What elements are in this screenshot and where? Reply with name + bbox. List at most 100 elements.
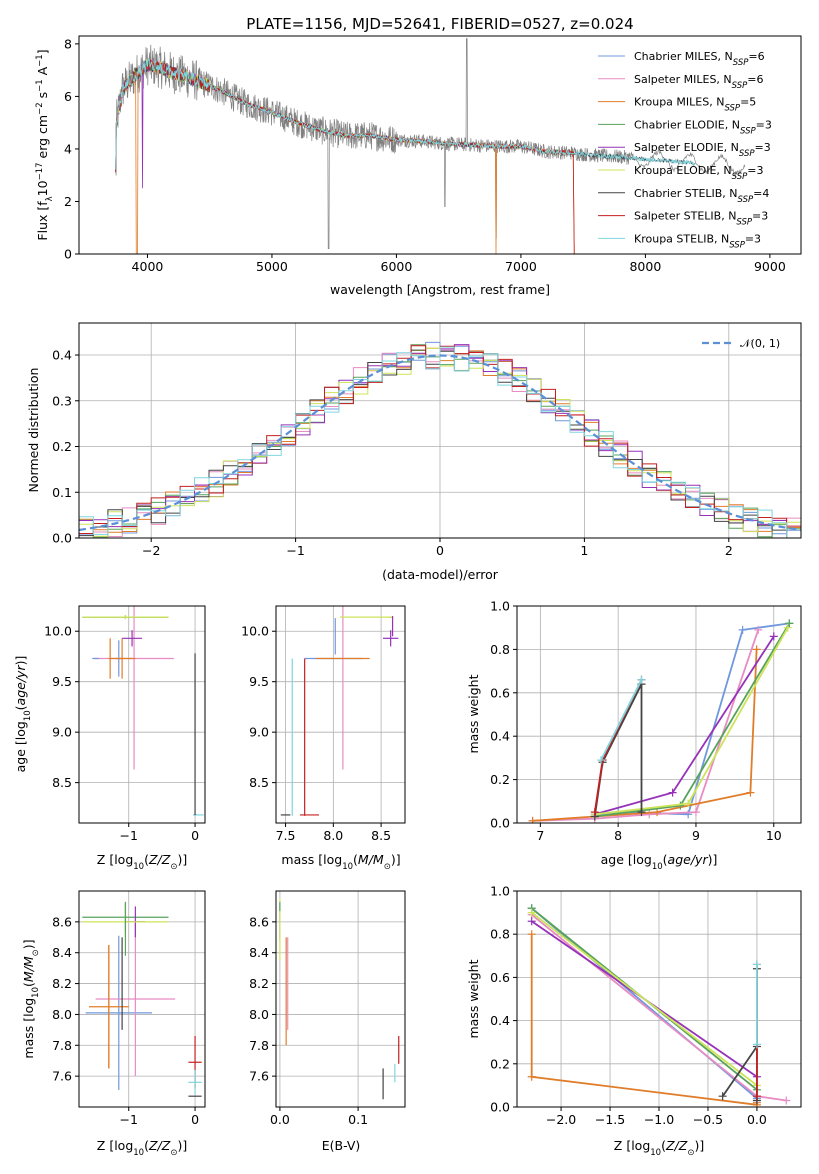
text-span: Kroupa MILES, N <box>634 96 724 109</box>
y-tick-label: 7.8 <box>52 1038 72 1053</box>
massweight-vs-age-marker-kroupa_stelib <box>597 756 606 765</box>
text-span: M/M <box>21 956 36 982</box>
y-tick-label: 10.0 <box>241 624 269 639</box>
x-tick-label: 0.0 <box>747 1112 767 1127</box>
spectrum-title: PLATE=1156, MJD=52641, FIBERID=0527, z=0… <box>246 15 633 33</box>
y-tick-label: 0.0 <box>490 1100 510 1115</box>
y-tick-label: 8.6 <box>52 914 72 929</box>
x-tick-label: 0.0 <box>270 1112 290 1127</box>
text-span: =3 <box>755 141 771 154</box>
x-tick-label: −1.5 <box>595 1112 625 1127</box>
text-span: SSP <box>739 149 755 159</box>
y-tick-label: 2 <box>64 194 72 209</box>
massweight-vs-age-marker-kroupa_elodie <box>783 623 792 632</box>
text-span: 10 <box>23 710 33 721</box>
text-span: )] <box>694 1138 704 1153</box>
y-tick-label: 0.1 <box>52 485 72 500</box>
model-spectrum-chabrier_stelib <box>115 59 696 171</box>
y-tick-label: 7.8 <box>249 1038 269 1053</box>
y-tick-label: 0.4 <box>490 729 510 744</box>
spectrum-axes-frame <box>78 35 802 255</box>
y-tick-label: 8.0 <box>52 1007 72 1022</box>
text-span: SSP <box>738 195 754 205</box>
x-tick-label: 8 <box>614 828 622 843</box>
x-tick-label: 9 <box>692 828 700 843</box>
massweight-vs-Z-marker-salpeter_stelib <box>752 1092 761 1101</box>
y-tick-label: 10.0 <box>44 624 72 639</box>
text-span: Chabrier STELIB, N <box>634 187 738 200</box>
legend-label-chabrier_elodie: Chabrier ELODIE, NSSP=3 <box>634 118 772 136</box>
model-spectrum-salpeter_stelib <box>115 59 575 254</box>
text-span: Z/Z <box>148 1138 171 1153</box>
massweight-vs-age-marker-salpeter_miles <box>754 625 763 634</box>
x-tick-label: 4000 <box>132 259 164 274</box>
legend-label-kroupa_miles: Kroupa MILES, NSSP=5 <box>634 96 756 114</box>
massweight-vs-Z-marker-salpeter_elodie <box>527 917 536 926</box>
text-span: −1 <box>35 79 45 92</box>
text-span: )] <box>177 852 187 867</box>
text-span: age [log <box>13 721 28 772</box>
text-span: age/yr <box>668 852 709 867</box>
massweight-vs-Z-marker-kroupa_elodie <box>527 908 536 917</box>
text-span: ] <box>35 49 50 54</box>
y-tick-label: 8.4 <box>52 945 72 960</box>
x-tick-label: 8.5 <box>371 828 391 843</box>
massweight-vs-Z-ylabel: mass weight <box>466 959 481 1038</box>
massweight-vs-Z-marker-kroupa_miles <box>527 1072 536 1081</box>
massweight-vs-Z-marker-salpeter_miles <box>782 1096 791 1105</box>
text-span: Chabrier ELODIE, N <box>634 118 740 131</box>
text-span: λ <box>45 196 55 201</box>
text-span: ( <box>144 1138 149 1153</box>
y-tick-label: 8.5 <box>52 775 72 790</box>
massweight-vs-age-marker-salpeter_stelib <box>590 808 599 817</box>
x-tick-label: 8000 <box>629 259 661 274</box>
massweight-vs-age-axes-frame <box>516 605 802 824</box>
massweight-vs-age-line-kroupa_stelib <box>600 679 643 761</box>
text-layer: PLATE=1156, MJD=52641, FIBERID=0527, z=0… <box>13 15 786 1158</box>
y-tick-label: 0.2 <box>490 772 510 787</box>
massweight-vs-age-marker-salpeter_elodie <box>769 632 778 641</box>
text-span: 10 <box>342 862 353 872</box>
text-span: Z [log <box>97 1138 133 1153</box>
text-span: )] <box>391 852 401 867</box>
age-vs-Z-xlabel: Z [log10(Z/Z⊙)] <box>97 852 187 872</box>
legend-label-chabrier_stelib: Chabrier STELIB, NSSP=4 <box>634 187 769 205</box>
text-span: SSP <box>732 81 748 91</box>
y-tick-label: 0.6 <box>490 970 510 985</box>
text-span: SSP <box>740 126 756 136</box>
massweight-vs-Z-marker-kroupa_stelib <box>752 960 761 969</box>
legend-label-normal: 𝒩(0, 1) <box>740 337 780 350</box>
legend-label-salpeter_miles: Salpeter MILES, NSSP=6 <box>634 73 764 91</box>
x-tick-label: 1 <box>580 543 588 558</box>
text-span: 10 <box>35 180 50 196</box>
x-tick-label: −0.5 <box>693 1112 723 1127</box>
massweight-vs-Z-marker-chabrier_stelib <box>718 1092 727 1101</box>
massweight-vs-Z-axes-frame <box>516 890 802 1108</box>
text-span: =4 <box>753 187 769 200</box>
x-tick-label: −1 <box>286 543 304 558</box>
legend-label-salpeter_elodie: Salpeter ELODIE, NSSP=3 <box>634 141 771 159</box>
y-tick-label: 9.5 <box>249 674 269 689</box>
massweight-vs-age-marker-kroupa_stelib <box>637 675 646 684</box>
massweight-vs-age-line-salpeter_miles <box>532 629 760 822</box>
text-span: SSP <box>736 218 752 228</box>
residual-xlabel: (data-model)/error <box>382 567 499 582</box>
text-span: ⊙ <box>31 949 41 956</box>
residual-histogram-kroupa_stelib <box>79 346 788 538</box>
text-span: Salpeter MILES, N <box>634 73 732 86</box>
massweight-vs-age-marker-kroupa_elodie <box>684 799 693 808</box>
y-tick-label: 0.2 <box>52 439 72 454</box>
text-span: age [log <box>601 852 652 867</box>
text-span: SSP <box>729 240 745 250</box>
y-tick-label: 0.8 <box>490 642 510 657</box>
y-tick-label: 1.0 <box>490 599 510 614</box>
text-span: 10 <box>133 862 144 872</box>
y-tick-label: 8.2 <box>52 976 72 991</box>
model-spectrum-kroupa_stelib <box>115 57 696 170</box>
text-span: erg cm <box>35 115 50 163</box>
text-span: =3 <box>745 232 761 245</box>
text-span: ⊙ <box>384 862 391 872</box>
massweight-vs-Z-marker-kroupa_stelib <box>752 1040 761 1049</box>
text-span: ( <box>13 705 28 710</box>
massweight-vs-age-marker-chabrier_miles <box>738 625 747 634</box>
